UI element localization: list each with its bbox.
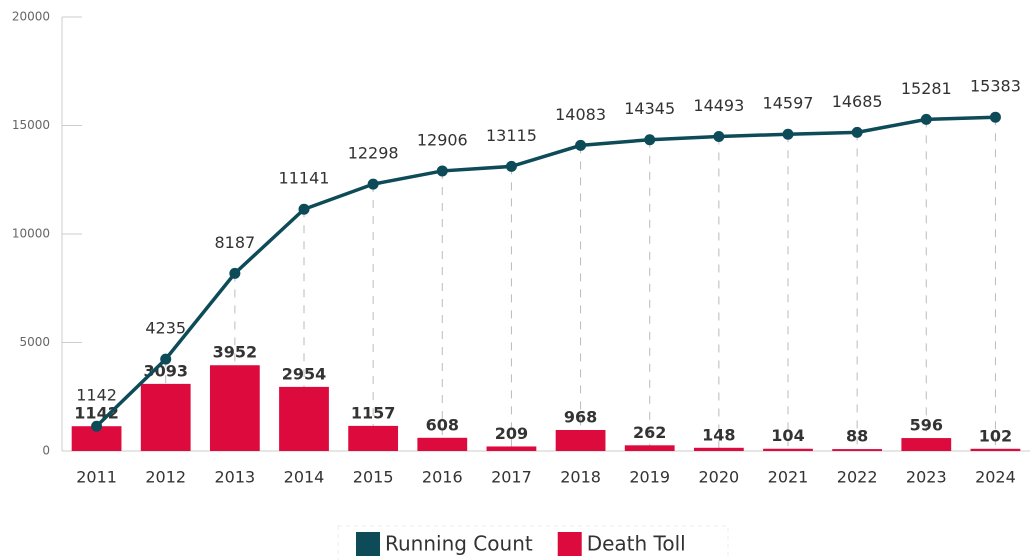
bar (763, 448, 813, 451)
x-tick-label: 2022 (837, 468, 878, 487)
point-label: 14597 (763, 94, 814, 113)
bar (832, 449, 883, 451)
bar-label: 2954 (282, 364, 327, 383)
point-label: 12298 (348, 144, 399, 163)
bar-label: 596 (910, 416, 943, 435)
x-tick-label: 2018 (560, 468, 601, 487)
point (782, 128, 794, 140)
line (95, 115, 996, 428)
x-tick-label: 2020 (698, 468, 739, 487)
point (644, 134, 656, 146)
bar-label: 209 (495, 424, 528, 443)
bar (486, 446, 537, 451)
legend-box (337, 525, 729, 560)
point (229, 267, 241, 279)
point-label: 4235 (145, 319, 186, 338)
x-tick-label: 2023 (906, 468, 947, 487)
bar (417, 437, 468, 451)
legend-swatch (557, 532, 582, 556)
bar-label: 1157 (351, 403, 396, 422)
point-label: 15281 (901, 79, 952, 98)
bar (693, 447, 744, 451)
bar (555, 429, 606, 451)
point (91, 420, 103, 432)
x-tick-label: 2019 (629, 468, 670, 487)
x-tick-label: 2011 (76, 468, 117, 487)
bar-label: 148 (702, 425, 735, 444)
point (367, 178, 379, 190)
bar-label: 3952 (213, 343, 258, 362)
bar-label: 608 (426, 415, 459, 434)
point (575, 139, 587, 151)
x-tick-label: 2014 (284, 468, 325, 487)
point-label: 11141 (279, 169, 330, 188)
x-tick-label: 2012 (145, 468, 186, 487)
point (989, 111, 1001, 123)
y-tick-label: 5000 (19, 335, 50, 349)
legend-label: Death Toll (587, 532, 686, 556)
x-tick-label: 2016 (422, 468, 463, 487)
y-tick-label: 15000 (12, 118, 50, 132)
bar (279, 386, 329, 451)
x-tick-label: 2024 (975, 468, 1016, 487)
point (920, 113, 932, 125)
point-label: 1142 (76, 386, 117, 405)
point (298, 203, 310, 215)
point (160, 353, 172, 365)
legend-swatch (356, 532, 380, 556)
bar-label: 968 (564, 407, 597, 426)
x-tick-label: 2015 (353, 468, 394, 487)
point-label: 14345 (624, 99, 675, 118)
bar-label: 1142 (74, 404, 119, 423)
legend-label: Running Count (385, 532, 533, 556)
y-tick-label: 10000 (12, 227, 50, 241)
bar-label: 88 (846, 427, 868, 446)
point (851, 126, 863, 138)
bar (348, 425, 399, 451)
point-label: 12906 (417, 130, 468, 149)
y-tick-label: 0 (42, 444, 50, 458)
bar-label: 262 (633, 423, 666, 442)
point-label: 13115 (486, 126, 537, 145)
bar (209, 365, 260, 451)
point-label: 14685 (832, 92, 883, 111)
bar-label: 104 (771, 426, 804, 445)
point-label: 15383 (970, 77, 1021, 96)
point (505, 160, 517, 172)
bar (901, 438, 952, 451)
bar-label: 102 (979, 426, 1012, 445)
x-tick-label: 2021 (768, 468, 809, 487)
point-label: 14493 (693, 96, 744, 115)
point-label: 8187 (214, 233, 255, 252)
bar (970, 448, 1021, 451)
bar-label: 3093 (143, 361, 188, 380)
x-tick-label: 2013 (214, 468, 255, 487)
y-tick-label: 20000 (12, 10, 50, 24)
bar (140, 383, 191, 451)
point-label: 14083 (555, 105, 606, 124)
point (436, 165, 448, 177)
x-tick-label: 2017 (491, 468, 532, 487)
point (713, 131, 725, 143)
bar (624, 445, 675, 451)
